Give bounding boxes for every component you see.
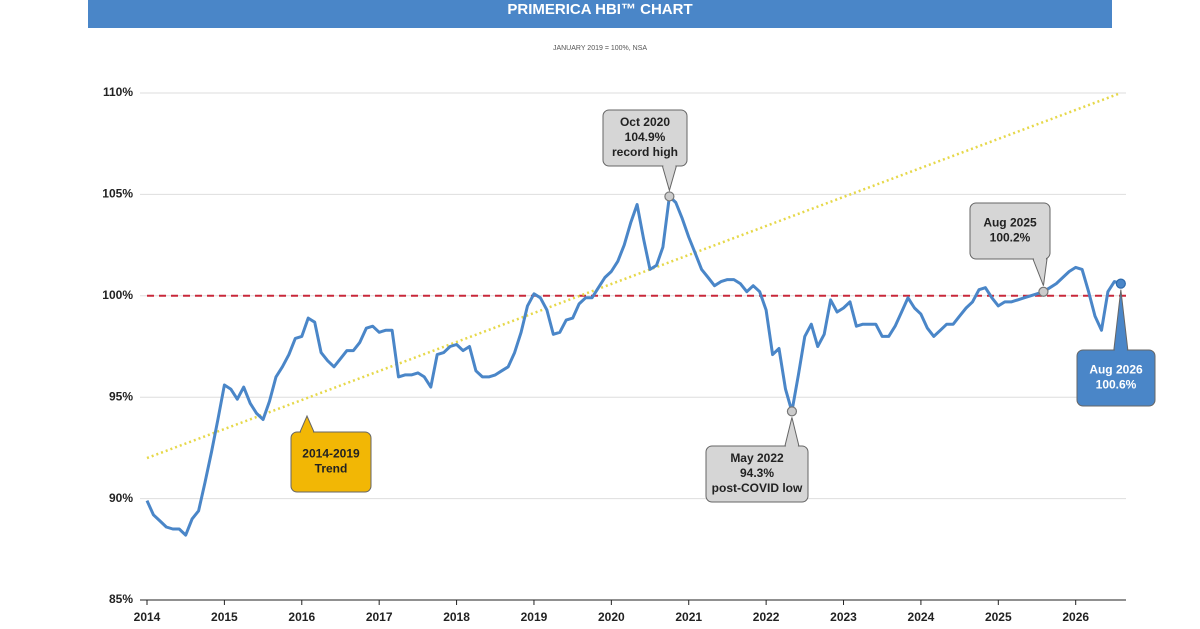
point-marker [1038,286,1049,297]
callout-box [602,109,688,167]
callout-text: Oct 2020 [620,115,670,129]
x-tick-label: 2016 [288,610,315,624]
callout-pointer [1032,258,1048,286]
callout-text: 104.9% [625,130,666,144]
callout-text: Trend [315,462,348,476]
chart-subtitle: JANUARY 2019 = 100%, NSA [553,45,647,52]
callout-box [705,445,809,503]
callout-text: 94.3% [740,466,774,480]
title-bar [88,0,1112,28]
x-tick-label: 2017 [366,610,393,624]
y-tick-label: 100% [102,288,133,302]
x-tick-label: 2025 [985,610,1012,624]
callout-text: 100.2% [990,231,1031,245]
y-tick-label: 110% [103,85,133,99]
x-tick-label: 2026 [1062,610,1089,624]
callout-text: 2014-2019 [302,447,360,461]
callout-text: record high [612,145,678,159]
x-tick-label: 2022 [753,610,780,624]
point-marker [786,406,798,417]
callout-box [969,202,1051,260]
callout-pointer [1113,289,1129,351]
point-marker [1115,278,1126,289]
callout-pointer [784,417,800,447]
x-tick-label: 2015 [211,610,238,624]
callout-box [290,431,372,493]
y-tick-label: 85% [109,592,133,606]
trend-line [146,91,1122,460]
chart-title: PRIMERICA HBI™ CHART [507,1,692,18]
callout-text: May 2022 [730,451,784,465]
x-tick-label: 2018 [443,610,470,624]
callout-text: post-COVID low [712,481,803,495]
x-tick-label: 2024 [908,610,935,624]
point-marker [664,191,675,202]
callout-text: Aug 2025 [983,216,1037,230]
x-tick-label: 2023 [830,610,857,624]
callout-text: Aug 2026 [1089,363,1143,377]
y-tick-label: 105% [102,187,133,201]
x-tick-label: 2014 [134,610,161,624]
callout-text: 100.6% [1096,378,1137,392]
data-line [145,194,1122,537]
callout-pointer [299,414,315,433]
x-tick-label: 2020 [598,610,625,624]
callout-pointer [661,165,678,193]
x-tick-label: 2021 [675,610,702,624]
y-tick-label: 90% [109,491,133,505]
y-tick-label: 95% [109,389,133,403]
x-tick-label: 2019 [521,610,548,624]
